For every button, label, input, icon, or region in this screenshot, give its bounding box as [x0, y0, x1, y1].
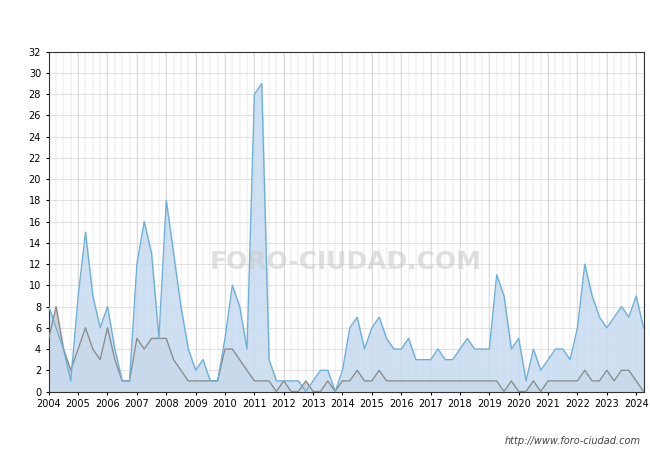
Text: FORO-CIUDAD.COM: FORO-CIUDAD.COM [210, 250, 482, 274]
Text: http://www.foro-ciudad.com: http://www.foro-ciudad.com [504, 436, 640, 446]
Text: Portillo - Evolucion del Nº de Transacciones Inmobiliarias: Portillo - Evolucion del Nº de Transacci… [109, 18, 541, 33]
